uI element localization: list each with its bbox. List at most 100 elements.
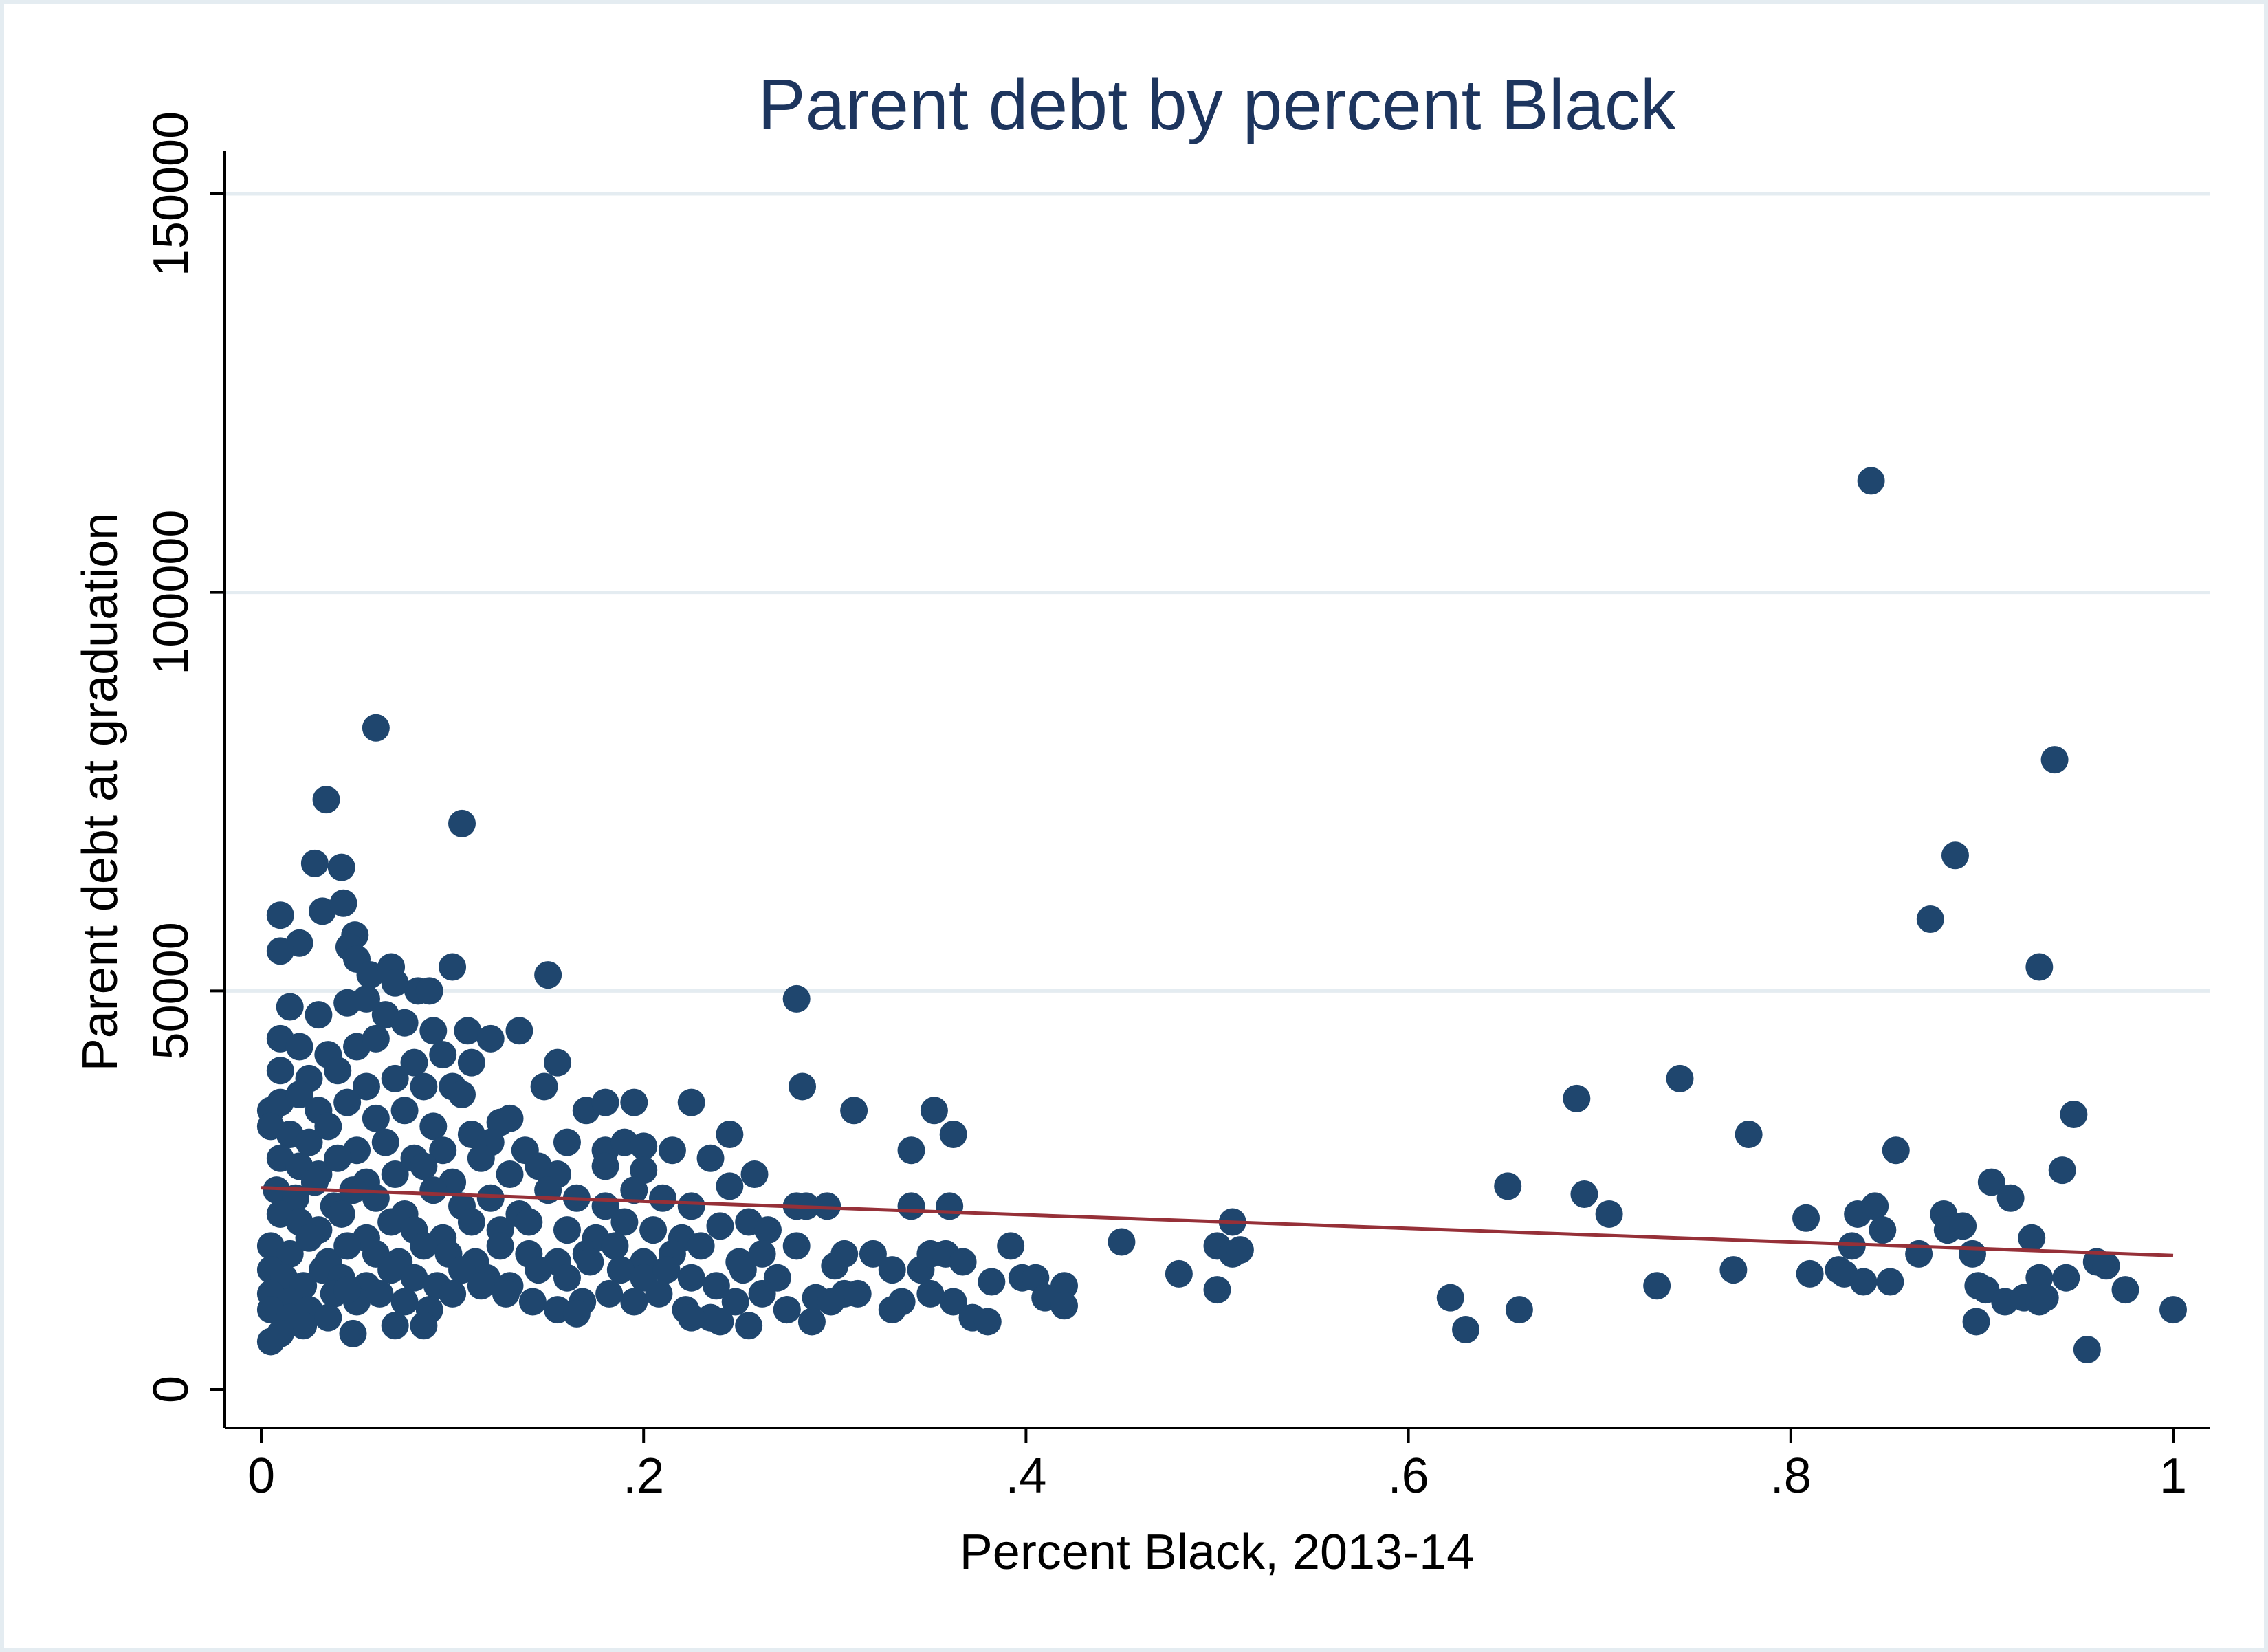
data-point [496, 1160, 524, 1188]
data-point [410, 1312, 438, 1340]
y-axis-title: Parent debt at graduation [73, 513, 128, 1072]
data-point [1792, 1204, 1820, 1232]
data-point [797, 1308, 826, 1336]
data-point [295, 1224, 323, 1252]
data-point [410, 1232, 438, 1260]
data-point [949, 1248, 977, 1276]
data-point [285, 1033, 313, 1061]
data-point [748, 1279, 776, 1308]
data-point [716, 1172, 744, 1200]
data-point [289, 1312, 318, 1340]
data-point [1796, 1259, 1824, 1288]
data-points [256, 467, 2187, 1364]
data-point [439, 953, 467, 981]
data-point [562, 1299, 591, 1328]
y-tick-label: 100000 [144, 510, 199, 675]
data-point [457, 1048, 485, 1077]
data-point [333, 1088, 362, 1116]
data-point [362, 1184, 390, 1212]
x-tick-label: .8 [1770, 1449, 1812, 1504]
data-point [773, 1296, 801, 1324]
data-point [377, 1208, 406, 1236]
data-point [314, 1112, 342, 1141]
data-point [553, 1216, 581, 1244]
x-tick-label: 1 [2159, 1449, 2187, 1504]
data-point [1050, 1292, 1079, 1320]
data-point [467, 1272, 495, 1300]
data-point [381, 1160, 409, 1188]
data-point [978, 1268, 1006, 1296]
data-point [2060, 1101, 2088, 1129]
data-point [844, 1279, 872, 1308]
data-point [2052, 1264, 2080, 1292]
data-point [327, 853, 355, 881]
data-point [1595, 1200, 1623, 1228]
data-point [620, 1088, 648, 1116]
data-point [1563, 1084, 1591, 1112]
x-tick-label: .4 [1005, 1449, 1046, 1504]
data-point [410, 1072, 438, 1101]
data-point [1996, 1184, 2025, 1212]
data-point [973, 1308, 1002, 1336]
data-point [639, 1216, 668, 1244]
data-point [591, 1152, 619, 1180]
data-point [920, 1097, 948, 1125]
data-point [1735, 1121, 1763, 1149]
data-point [817, 1288, 845, 1316]
data-point [381, 1312, 409, 1340]
data-point [2048, 1156, 2076, 1185]
data-point [658, 1136, 686, 1165]
data-point [312, 786, 340, 814]
data-point [371, 1128, 399, 1156]
data-point [1436, 1284, 1464, 1312]
x-axis-ticks: 0 .2 .4 .6 .8 1 [247, 1428, 2187, 1504]
data-point [606, 1256, 635, 1284]
fit-line-layer [261, 1186, 2174, 1257]
data-point [620, 1176, 648, 1204]
data-point [576, 1248, 604, 1276]
data-point [620, 1288, 648, 1316]
data-point [677, 1088, 705, 1116]
data-point [300, 849, 329, 877]
data-point [429, 1041, 457, 1069]
data-point [362, 714, 390, 742]
data-point [2073, 1336, 2101, 1364]
data-point [300, 1168, 329, 1196]
data-point [381, 969, 409, 997]
data-point [2031, 1284, 2059, 1312]
data-point [1916, 905, 1944, 933]
data-point [362, 1104, 390, 1132]
data-point [706, 1308, 734, 1336]
data-point [390, 1009, 419, 1037]
data-point [677, 1192, 705, 1220]
y-tick-label: 150000 [144, 111, 199, 276]
x-axis-title: Percent Black, 2013-14 [960, 1525, 1474, 1580]
data-point [1666, 1064, 1694, 1092]
data-point [897, 1136, 925, 1165]
data-point [285, 1081, 313, 1109]
data-point [276, 1240, 304, 1268]
data-point [939, 1121, 967, 1149]
data-point [362, 1024, 390, 1053]
data-point [2018, 1224, 2046, 1252]
data-point [530, 1072, 558, 1101]
data-point [1226, 1236, 1254, 1264]
data-point [997, 1232, 1025, 1260]
data-point [1905, 1240, 1933, 1268]
data-point [645, 1279, 673, 1308]
data-point [266, 901, 294, 929]
data-point [305, 1001, 333, 1029]
data-point [492, 1279, 520, 1308]
data-point [735, 1312, 763, 1340]
data-point [1505, 1296, 1533, 1324]
data-point [1719, 1256, 1748, 1284]
data-point [702, 1272, 730, 1300]
data-point [467, 1144, 495, 1172]
data-point [419, 1017, 448, 1045]
data-point [333, 1232, 362, 1260]
data-point [400, 1264, 428, 1292]
data-point [1203, 1276, 1231, 1304]
y-tick-label: 50000 [144, 922, 199, 1059]
